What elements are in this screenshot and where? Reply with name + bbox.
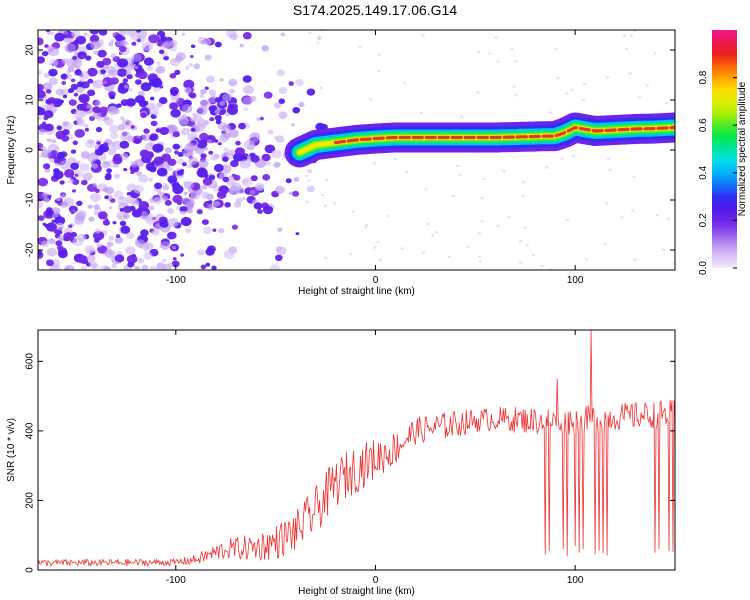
y-tick-label: 0 <box>25 147 36 153</box>
snr-frame <box>37 329 676 571</box>
x-axis-label: Height of straight line (km) <box>298 286 415 297</box>
heatmap-noise-speckles <box>38 30 675 270</box>
y-axis-label: SNR (10 * v/v) <box>6 418 17 482</box>
colorbar <box>712 30 737 268</box>
y-tick-label: 400 <box>25 422 36 439</box>
colorbar-tick-label: 0.2 <box>698 213 709 227</box>
y-tick-label: 200 <box>25 492 36 509</box>
colorbar-tick-label: 0.4 <box>698 165 709 179</box>
heatmap-ridge <box>284 112 675 168</box>
x-tick-label: -100 <box>166 575 186 586</box>
colorbar-tick-label: 0.6 <box>698 118 709 132</box>
y-tick-label: 20 <box>25 44 36 56</box>
x-tick-label: 100 <box>567 575 584 586</box>
ridge-core <box>333 125 675 145</box>
snr-plot-area <box>38 330 675 568</box>
x-tick-label: 0 <box>373 275 379 286</box>
x-tick-label: -100 <box>166 275 186 286</box>
heatmap-plot-area <box>38 30 675 270</box>
colorbar-label: Normalized spectral amplitude <box>737 81 748 216</box>
y-tick-label: -20 <box>25 242 36 257</box>
snr-series-line <box>38 330 675 568</box>
x-tick-label: 100 <box>567 275 584 286</box>
y-axis-label: Frequency (Hz) <box>6 116 17 185</box>
x-axis-label: Height of straight line (km) <box>298 586 415 597</box>
y-tick-label: 0 <box>25 567 36 573</box>
chart-title: S174.2025.149.17.06.G14 <box>292 2 458 18</box>
colorbar-tick-label: 0.0 <box>698 261 709 275</box>
colorbar-tick-label: 0.8 <box>698 70 709 84</box>
y-tick-label: -10 <box>25 192 36 207</box>
y-tick-label: 600 <box>25 353 36 370</box>
x-tick-label: 0 <box>373 575 379 586</box>
y-tick-label: 10 <box>25 94 36 106</box>
